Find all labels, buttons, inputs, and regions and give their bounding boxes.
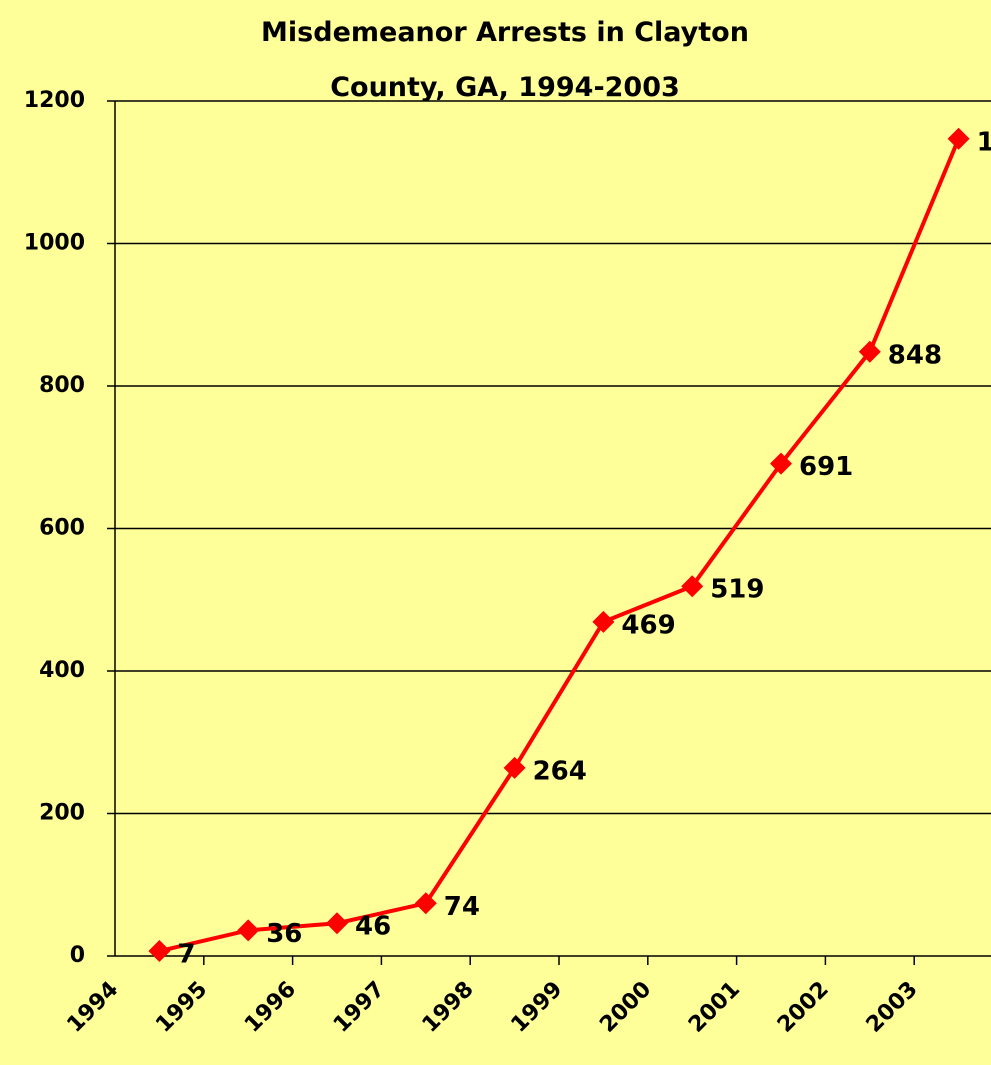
data-label: 36 bbox=[266, 919, 302, 949]
x-tick-label: 1998 bbox=[418, 977, 479, 1038]
y-tick-label: 0 bbox=[70, 943, 85, 968]
data-label: 7 bbox=[177, 940, 195, 970]
x-tick-label: 2001 bbox=[684, 977, 745, 1038]
marker bbox=[503, 756, 526, 779]
line bbox=[158, 137, 961, 953]
y-tick-label: 1000 bbox=[24, 231, 85, 256]
x-tick-label: 2000 bbox=[595, 977, 656, 1038]
y-tick-label: 400 bbox=[39, 658, 85, 683]
y-tick-label: 600 bbox=[39, 516, 85, 541]
x-tick-label: 1997 bbox=[329, 977, 390, 1038]
data-label: 74 bbox=[444, 892, 480, 922]
marker bbox=[414, 892, 437, 915]
marker bbox=[770, 452, 792, 475]
data-label: 1,147 bbox=[977, 127, 991, 157]
x-tick-label: 1999 bbox=[507, 977, 568, 1038]
marker bbox=[858, 340, 881, 363]
x-tick-label: 2003 bbox=[862, 977, 923, 1038]
x-tick-label: 2002 bbox=[773, 977, 834, 1038]
data-label: 691 bbox=[799, 452, 853, 482]
marker bbox=[592, 610, 615, 633]
data-label: 519 bbox=[710, 575, 764, 605]
y-tick-label: 800 bbox=[39, 373, 85, 398]
marker bbox=[681, 575, 704, 598]
marker bbox=[148, 940, 171, 963]
marker bbox=[326, 912, 348, 935]
x-tick-label: 1995 bbox=[151, 977, 212, 1038]
data-label: 469 bbox=[621, 610, 675, 640]
data-label: 46 bbox=[355, 912, 391, 942]
chart-title: Misdemeanor Arrests in Clayton County, G… bbox=[261, 17, 749, 103]
y-tick-label: 1200 bbox=[24, 88, 85, 113]
data-label: 848 bbox=[888, 340, 942, 370]
x-tick-label: 1996 bbox=[240, 977, 301, 1038]
marker bbox=[237, 919, 260, 942]
y-tick-label: 200 bbox=[39, 801, 85, 826]
x-tick-label: 1994 bbox=[63, 977, 124, 1038]
data-label: 264 bbox=[533, 756, 587, 786]
marker bbox=[947, 127, 970, 150]
